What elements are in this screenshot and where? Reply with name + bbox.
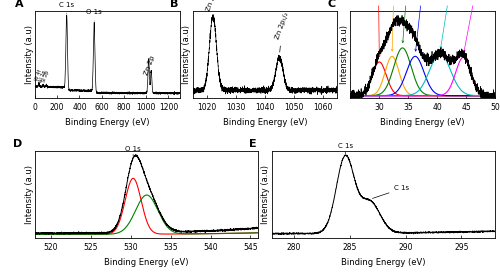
- Text: Si 2p: Si 2p: [42, 70, 50, 84]
- Text: C: C: [328, 0, 336, 8]
- Text: C 1s: C 1s: [372, 185, 410, 198]
- Text: W 4f₇/₂ (W⁴⁺): W 4f₇/₂ (W⁴⁺): [370, 0, 386, 57]
- Text: W 4f₇/₂ (W⁶⁺): W 4f₇/₂ (W⁶⁺): [386, 0, 402, 51]
- Text: C 1s: C 1s: [59, 2, 74, 13]
- Y-axis label: Intensity (a.u): Intensity (a.u): [340, 25, 349, 84]
- Text: Zn 2p: Zn 2p: [144, 55, 156, 83]
- Text: D: D: [12, 139, 22, 149]
- Text: E: E: [249, 139, 257, 149]
- X-axis label: Binding Energy (eV): Binding Energy (eV): [104, 258, 189, 267]
- Text: C 1s: C 1s: [338, 143, 353, 154]
- Text: W 4f₅/₂ (W⁶⁺): W 4f₅/₂ (W⁶⁺): [415, 0, 430, 51]
- Text: O 1s: O 1s: [86, 9, 102, 21]
- Text: W 5p₃/₂ (W⁶⁺): W 5p₃/₂ (W⁶⁺): [464, 0, 485, 52]
- Y-axis label: Intensity (a.u): Intensity (a.u): [24, 25, 34, 84]
- Y-axis label: Intensity (a.u): Intensity (a.u): [182, 25, 192, 84]
- Y-axis label: Intensity (a.u): Intensity (a.u): [261, 165, 270, 224]
- Text: O 1s: O 1s: [126, 146, 141, 156]
- Text: W 4f₅/₂ (W⁴⁺): W 4f₅/₂ (W⁴⁺): [400, 0, 415, 43]
- Text: W 4f₅/₂ (W⁶⁺): W 4f₅/₂ (W⁶⁺): [440, 0, 458, 48]
- X-axis label: Binding Energy (eV): Binding Energy (eV): [341, 258, 425, 267]
- Text: B: B: [170, 0, 178, 8]
- Text: A: A: [15, 0, 24, 8]
- Y-axis label: Intensity (a.u): Intensity (a.u): [24, 165, 34, 224]
- Text: Zn 2p₁/₂: Zn 2p₁/₂: [274, 12, 290, 52]
- Text: Al 2p: Al 2p: [38, 70, 48, 83]
- X-axis label: Binding Energy (eV): Binding Energy (eV): [380, 118, 465, 127]
- Text: Zn 2p₃/₂: Zn 2p₃/₂: [206, 0, 220, 16]
- Text: W 4f: W 4f: [34, 69, 43, 81]
- X-axis label: Binding Energy (eV): Binding Energy (eV): [223, 118, 307, 127]
- X-axis label: Binding Energy (eV): Binding Energy (eV): [65, 118, 150, 127]
